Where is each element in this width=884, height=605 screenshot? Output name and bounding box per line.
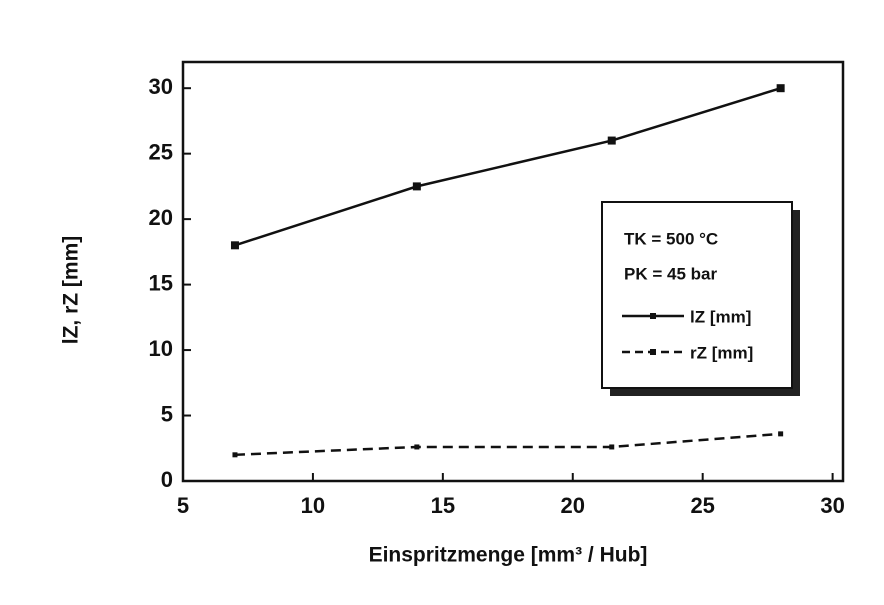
marker xyxy=(230,241,239,250)
x-tick-label: 10 xyxy=(301,493,325,518)
legend-label: rZ [mm] xyxy=(690,343,753,362)
x-tick-label: 15 xyxy=(431,493,455,518)
marker xyxy=(412,182,421,191)
y-tick-label: 0 xyxy=(161,467,173,492)
y-tick-label: 20 xyxy=(149,205,173,230)
marker xyxy=(776,84,785,93)
marker xyxy=(414,444,420,450)
series-line xyxy=(234,86,782,247)
y-tick-label: 10 xyxy=(149,336,173,361)
marker xyxy=(778,431,784,437)
plot-frame xyxy=(181,60,845,483)
y-tick-label: 15 xyxy=(149,270,173,295)
annotation: PK = 45 bar xyxy=(624,264,717,283)
marker xyxy=(609,444,615,450)
y-tick-label: 30 xyxy=(149,74,173,99)
x-tick-label: 25 xyxy=(690,493,714,518)
legend-label: lZ [mm] xyxy=(690,307,751,326)
y-tick-label: 5 xyxy=(161,401,173,426)
y-axis-label: lZ, rZ [mm] xyxy=(60,236,83,345)
annotation: TK = 500 °C xyxy=(624,229,718,248)
series-line xyxy=(234,432,781,457)
y-tick-label: 25 xyxy=(149,139,173,164)
legend-box xyxy=(601,201,793,389)
marker xyxy=(607,136,616,145)
legend-marker xyxy=(650,349,656,355)
x-tick-label: 5 xyxy=(177,493,189,518)
legend-marker xyxy=(650,313,656,319)
x-axis-label: Einspritzmenge [mm³ / Hub] xyxy=(369,544,648,567)
x-tick-label: 20 xyxy=(561,493,585,518)
x-tick-label: 30 xyxy=(820,493,844,518)
marker xyxy=(232,452,238,458)
